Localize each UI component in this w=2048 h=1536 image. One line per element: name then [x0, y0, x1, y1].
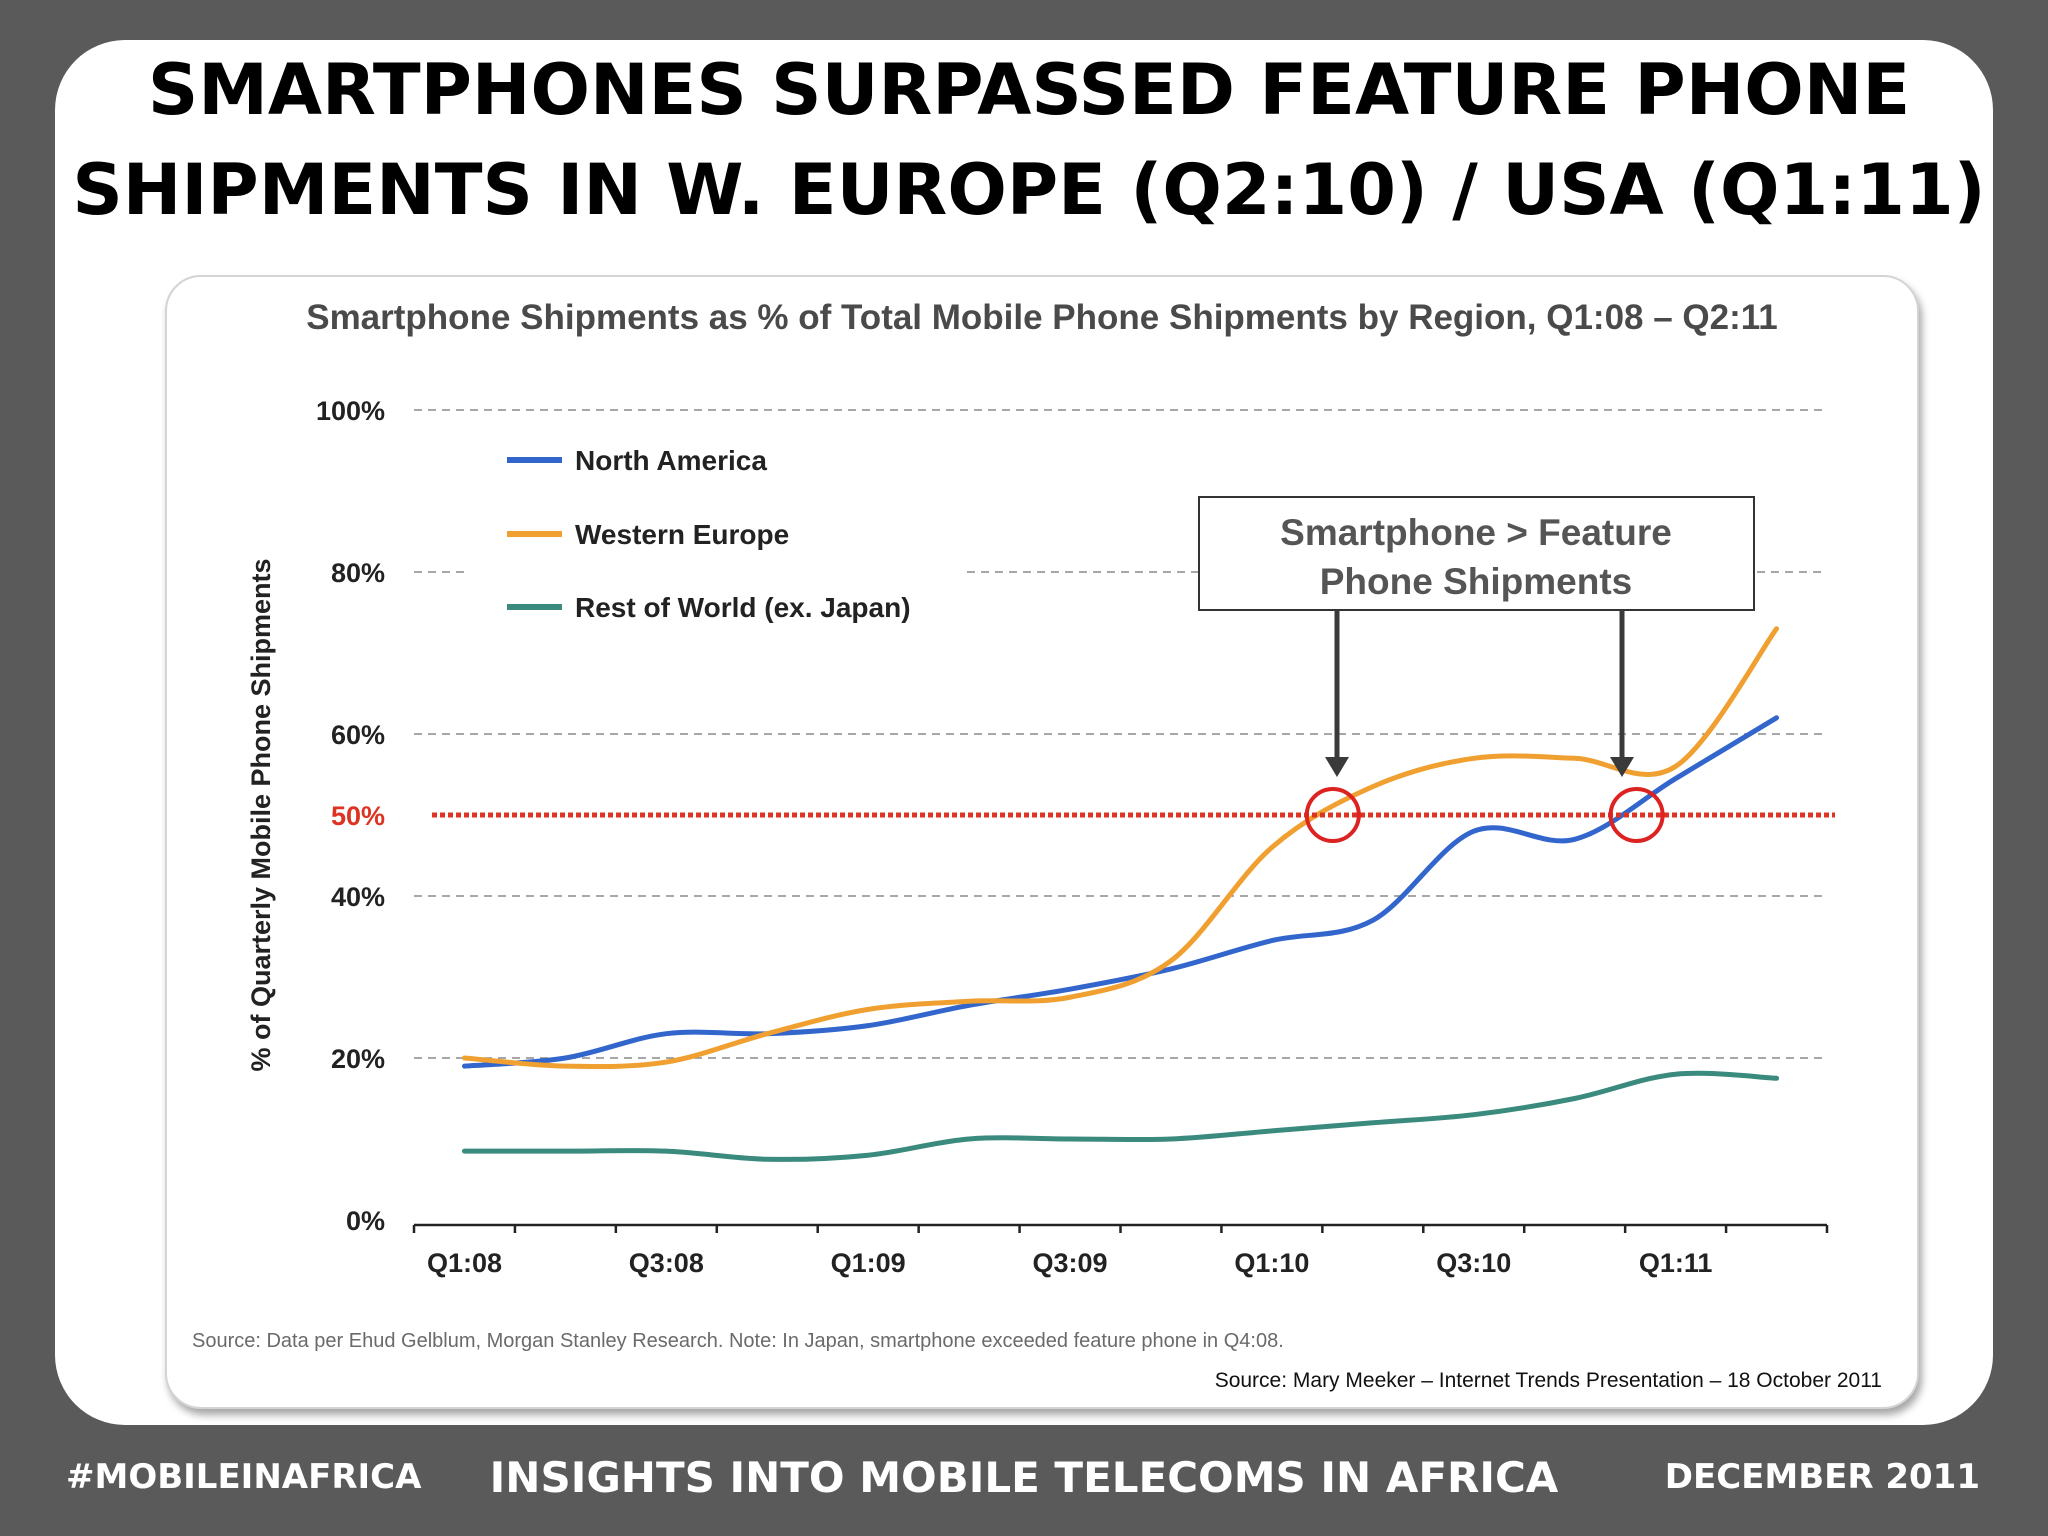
annotation-arrowhead — [1325, 757, 1349, 777]
y-tick-label: 100% — [316, 396, 385, 426]
footer-hashtag: #MOBILEINAFRICA — [66, 1457, 422, 1497]
slide-title: SMARTPHONES SURPASSED FEATURE PHONE SHIP… — [72, 49, 1986, 231]
y-axis-label: % of Quarterly Mobile Phone Shipments — [246, 558, 276, 1071]
x-tick-label: Q3:10 — [1436, 1248, 1511, 1278]
footer-tagline: INSIGHTS INTO MOBILE TELECOMS IN AFRICA — [489, 1453, 1559, 1502]
x-tick-label: Q1:10 — [1234, 1248, 1309, 1278]
x-tick-label: Q3:09 — [1033, 1248, 1108, 1278]
legend-label: North America — [575, 445, 767, 476]
chart-panel: Smartphone Shipments as % of Total Mobil… — [165, 275, 1919, 1409]
line-chart: Smartphone Shipments as % of Total Mobil… — [192, 298, 1882, 1392]
x-tick-label: Q1:08 — [427, 1248, 502, 1278]
crossing-circle — [1304, 787, 1361, 843]
footer-date: DECEMBER 2011 — [1664, 1457, 1980, 1497]
y-tick-label: 80% — [331, 558, 385, 588]
x-tick-label: Q1:09 — [831, 1248, 906, 1278]
series-line-rest-of-world-ex-japan — [461, 1070, 1780, 1162]
threshold-label: 50% — [331, 801, 385, 831]
crossing-circle — [1608, 787, 1665, 843]
x-tick-label: Q1:11 — [1639, 1248, 1713, 1278]
series-line-north-america — [461, 715, 1780, 1069]
y-tick-label: 0% — [346, 1206, 385, 1236]
y-tick-label: 60% — [331, 720, 385, 750]
x-tick-label: Q3:08 — [629, 1248, 704, 1278]
annotation-text-line2: Phone Shipments — [1320, 561, 1632, 602]
annotation-text-line1: Smartphone > Feature — [1280, 512, 1672, 553]
series-line-western-europe — [461, 626, 1780, 1070]
y-tick-label: 20% — [331, 1044, 385, 1074]
y-tick-label: 40% — [331, 882, 385, 912]
annotation-box — [1198, 496, 1755, 611]
annotation-arrowhead — [1610, 757, 1634, 777]
legend-label: Rest of World (ex. Japan) — [575, 592, 911, 623]
chart-source-note: Source: Data per Ehud Gelblum, Morgan St… — [192, 1330, 1284, 1352]
legend-label: Western Europe — [575, 519, 789, 550]
slide-source-credit: Source: Mary Meeker – Internet Trends Pr… — [1215, 1369, 1882, 1392]
chart-title: Smartphone Shipments as % of Total Mobil… — [306, 298, 1778, 337]
